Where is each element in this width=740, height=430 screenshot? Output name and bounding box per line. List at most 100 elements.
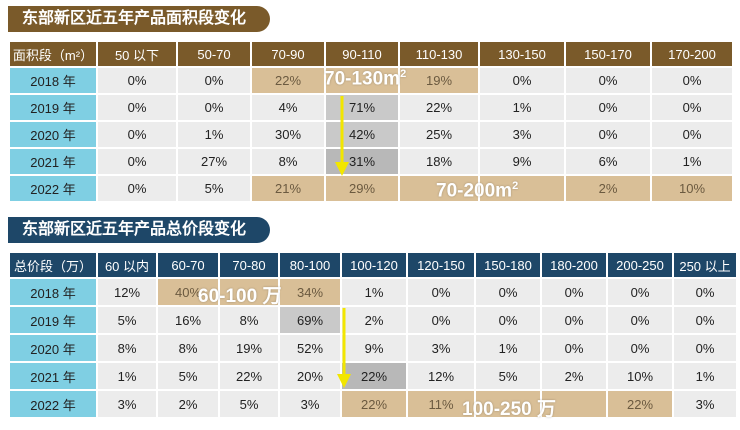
table-cell: 0% [652, 68, 732, 93]
header-cell: 面积段（m²） [10, 42, 96, 66]
price-callout-bottom: 100-250 万 [462, 399, 557, 420]
table-cell [480, 176, 564, 201]
table-cell: 1% [476, 335, 540, 361]
table-cell: 52% [280, 335, 340, 361]
table-cell: 6% [566, 149, 650, 174]
table-cell: 0% [98, 95, 176, 120]
table-cell: 3% [408, 335, 474, 361]
table-cell: 25% [400, 122, 478, 147]
table-cell: 0% [98, 149, 176, 174]
year-cell: 2019 年 [10, 307, 96, 333]
year-cell: 2018 年 [10, 68, 96, 93]
table-cell: 0% [608, 279, 672, 305]
header-cell: 200-250 [608, 253, 672, 277]
table-cell: 1% [342, 279, 406, 305]
table-cell: 21% [252, 176, 324, 201]
table-cell: 0% [674, 279, 736, 305]
header-cell: 50 以下 [98, 42, 176, 66]
callout-text: 70-130m [324, 68, 401, 90]
header-cell: 100-120 [342, 253, 406, 277]
area-header-row: 面积段（m²） 50 以下 50-70 70-90 90-110 110-130… [10, 42, 732, 66]
table-cell: 2% [342, 307, 406, 333]
area-callout-top: 70-130m2 [324, 68, 406, 90]
header-cell: 90-110 [326, 42, 398, 66]
table-cell: 0% [408, 279, 474, 305]
table-row: 2021 年 1% 5% 22% 20% 22% 12% 5% 2% 10% 1… [10, 363, 736, 389]
area-table: 面积段（m²） 50 以下 50-70 70-90 90-110 110-130… [8, 40, 734, 203]
table-cell: 20% [280, 363, 340, 389]
table-cell: 22% [342, 391, 406, 417]
area-table-title: 东部新区近五年产品面积段变化 [8, 6, 270, 32]
table-cell: 42% [326, 122, 398, 147]
table-cell: 16% [158, 307, 218, 333]
table-row: 2018 年 12% 40% 34% 1% 0% 0% 0% 0% 0% [10, 279, 736, 305]
header-cell: 70-90 [252, 42, 324, 66]
header-cell: 总价段（万） [10, 253, 96, 277]
table-cell: 5% [98, 307, 156, 333]
table-cell: 27% [178, 149, 250, 174]
table-cell: 22% [342, 363, 406, 389]
header-cell: 250 以上 [674, 253, 736, 277]
table-cell: 10% [652, 176, 732, 201]
table-row: 2020 年 8% 8% 19% 52% 9% 3% 1% 0% 0% 0% [10, 335, 736, 361]
table-cell: 5% [158, 363, 218, 389]
table-cell [220, 279, 278, 305]
table-row: 2018 年 0% 0% 22% 19% 0% 0% 0% [10, 68, 732, 93]
table-cell: 0% [98, 122, 176, 147]
table-cell: 22% [220, 363, 278, 389]
table-cell: 34% [280, 279, 340, 305]
year-cell: 2020 年 [10, 335, 96, 361]
table-cell: 0% [652, 122, 732, 147]
table-cell: 0% [542, 279, 606, 305]
table-cell: 2% [542, 363, 606, 389]
table-cell: 3% [674, 391, 736, 417]
table-cell: 0% [98, 176, 176, 201]
table-cell: 9% [342, 335, 406, 361]
table-cell: 19% [220, 335, 278, 361]
table-cell: 0% [566, 95, 650, 120]
table-cell: 69% [280, 307, 340, 333]
table-cell: 3% [280, 391, 340, 417]
table-cell: 3% [98, 391, 156, 417]
table-cell: 22% [400, 95, 478, 120]
table-cell: 0% [566, 68, 650, 93]
table-cell: 5% [178, 176, 250, 201]
year-cell: 2018 年 [10, 279, 96, 305]
year-cell: 2021 年 [10, 149, 96, 174]
table-cell: 0% [480, 68, 564, 93]
price-table-title: 东部新区近五年产品总价段变化 [8, 217, 270, 243]
table-cell: 0% [674, 307, 736, 333]
table-cell [476, 391, 540, 417]
table-cell: 0% [674, 335, 736, 361]
table-cell: 40% [158, 279, 218, 305]
table-cell: 12% [408, 363, 474, 389]
header-cell: 150-170 [566, 42, 650, 66]
price-callout-top: 60-100 万 [198, 286, 282, 307]
table-cell: 8% [220, 307, 278, 333]
table-cell: 2% [566, 176, 650, 201]
area-callout-bottom: 70-200m2 [436, 180, 518, 202]
table-cell: 0% [566, 122, 650, 147]
table-cell: 8% [158, 335, 218, 361]
table-cell: 9% [480, 149, 564, 174]
table-cell: 12% [98, 279, 156, 305]
year-cell: 2021 年 [10, 363, 96, 389]
table-cell: 71% [326, 95, 398, 120]
table-cell: 11% [408, 391, 474, 417]
table-cell: 22% [252, 68, 324, 93]
header-cell: 120-150 [408, 253, 474, 277]
price-trend-arrow-icon [337, 308, 351, 388]
table-cell [542, 391, 606, 417]
year-cell: 2022 年 [10, 391, 96, 417]
table-row: 2019 年 0% 0% 4% 71% 22% 1% 0% 0% [10, 95, 732, 120]
table-cell: 0% [476, 307, 540, 333]
table-row: 2022 年 3% 2% 5% 3% 22% 11% 22% 3% [10, 391, 736, 417]
header-cell: 60 以内 [98, 253, 156, 277]
table-cell: 0% [608, 335, 672, 361]
year-cell: 2022 年 [10, 176, 96, 201]
table-cell: 0% [652, 95, 732, 120]
table-cell: 3% [480, 122, 564, 147]
header-cell: 180-200 [542, 253, 606, 277]
table-cell: 8% [98, 335, 156, 361]
table-cell: 5% [220, 391, 278, 417]
